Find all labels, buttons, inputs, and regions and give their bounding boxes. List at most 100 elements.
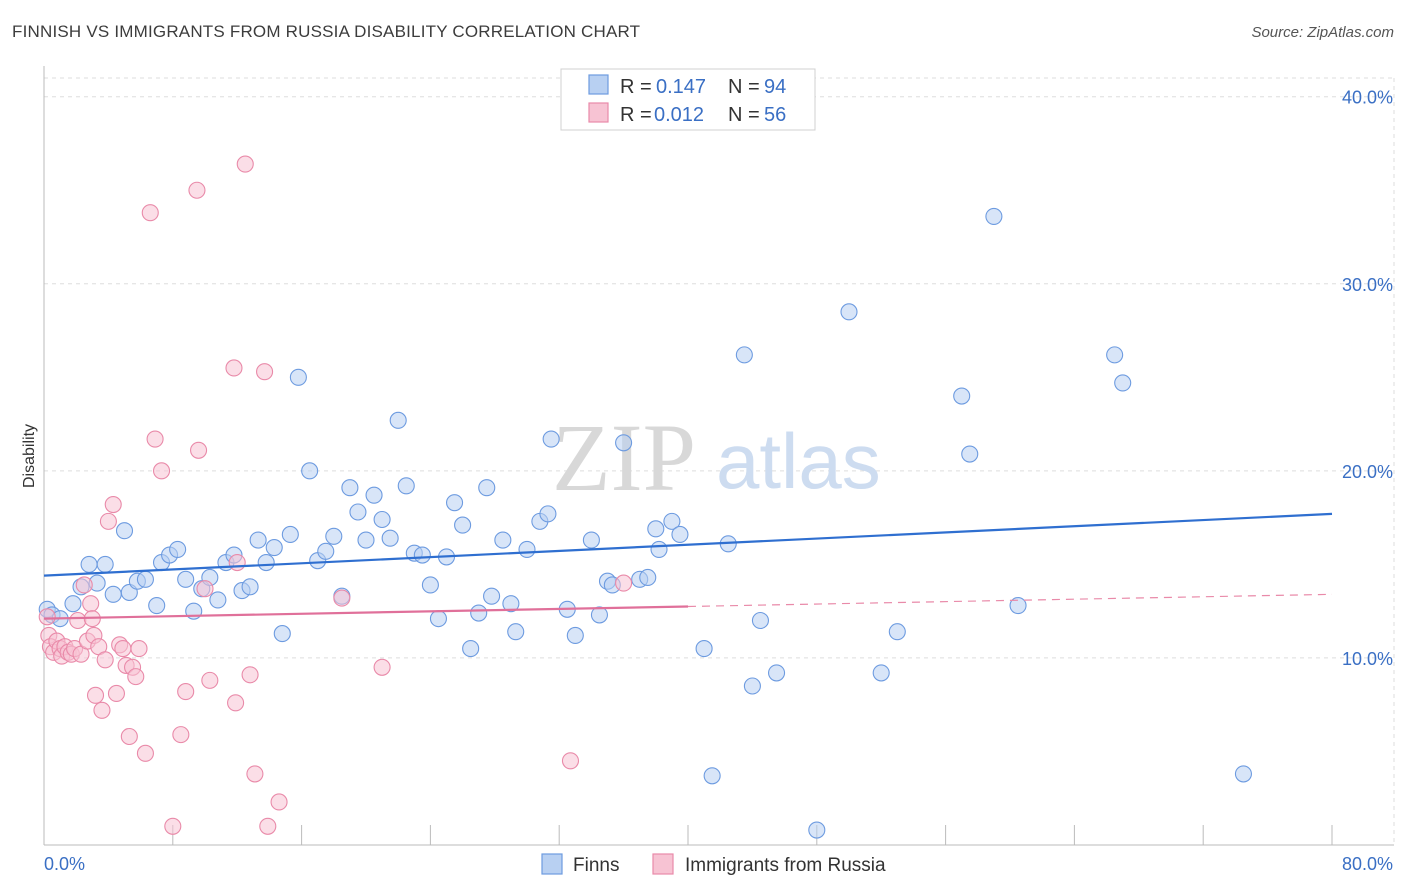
- data-point: [201, 671, 219, 689]
- data-point: [256, 363, 274, 381]
- data-point: [104, 585, 122, 603]
- data-point: [751, 611, 770, 630]
- data-point: [650, 540, 668, 558]
- y-axis-label: Disability: [21, 424, 38, 488]
- watermark: ZIP atlas: [552, 404, 881, 511]
- data-point: [169, 540, 187, 558]
- trend-line-finns: [43, 512, 1333, 577]
- data-point: [566, 626, 584, 645]
- data-point: [289, 368, 307, 386]
- data-point: [96, 651, 114, 669]
- data-point: [840, 303, 858, 321]
- data-point: [164, 817, 182, 835]
- data-point: [808, 821, 826, 839]
- y-tick-label: 20.0%: [1342, 462, 1393, 482]
- data-point: [82, 595, 100, 613]
- data-point: [69, 611, 87, 630]
- data-point: [663, 512, 681, 530]
- data-point: [190, 441, 208, 459]
- data-point: [703, 767, 721, 785]
- chart-source: Source: ZipAtlas.com: [1251, 24, 1394, 41]
- data-point: [136, 570, 154, 588]
- data-point: [93, 701, 111, 719]
- data-point: [75, 576, 93, 594]
- bottom-legend-swatch-russia: [652, 853, 674, 875]
- data-point: [429, 610, 448, 628]
- data-point: [148, 596, 166, 615]
- data-point: [152, 462, 171, 480]
- data-point: [1114, 374, 1132, 392]
- data-point: [259, 817, 277, 835]
- data-point: [953, 387, 971, 405]
- data-point: [494, 531, 512, 549]
- data-point: [647, 520, 665, 538]
- data-point: [136, 744, 154, 762]
- data-point: [365, 486, 383, 504]
- trend-lines: [43, 512, 1333, 620]
- data-point: [470, 604, 488, 622]
- data-point: [115, 522, 134, 540]
- legend-r-value-russia: 0.012: [654, 104, 704, 126]
- data-point: [518, 540, 536, 558]
- y-tick-label: 10.0%: [1342, 649, 1393, 669]
- data-point: [695, 640, 713, 658]
- data-point: [265, 539, 283, 557]
- data-point: [301, 462, 319, 480]
- data-point: [872, 664, 890, 682]
- x-tick-label-min: 0.0%: [44, 854, 85, 874]
- data-point: [582, 531, 600, 549]
- data-point: [671, 525, 689, 544]
- data-point: [107, 684, 125, 703]
- data-point: [413, 546, 431, 564]
- data-point: [341, 479, 359, 497]
- data-point: [241, 578, 259, 596]
- x-tick-label-max: 80.0%: [1342, 854, 1393, 874]
- bottom-legend-label-russia: Immigrants from Russia: [685, 855, 886, 876]
- data-point: [421, 576, 439, 594]
- data-point: [281, 525, 299, 544]
- data-point: [249, 531, 267, 549]
- data-point: [502, 595, 520, 613]
- data-point: [333, 589, 351, 607]
- data-point: [961, 445, 979, 463]
- data-point: [888, 623, 906, 641]
- data-point: [478, 479, 496, 497]
- data-point: [542, 430, 560, 448]
- y-tick-label: 30.0%: [1342, 275, 1393, 295]
- watermark-atlas: atlas: [716, 417, 881, 505]
- data-point: [38, 608, 56, 626]
- data-point: [349, 503, 367, 521]
- data-point: [241, 666, 259, 684]
- data-point: [273, 625, 291, 643]
- data-point: [227, 694, 245, 712]
- trend-line-russia-extension: [687, 593, 1333, 608]
- data-point: [80, 555, 98, 573]
- data-point: [270, 793, 288, 811]
- data-point: [454, 516, 472, 534]
- tick-labels: 10.0% 20.0% 30.0% 40.0% 0.0% 80.0%: [44, 88, 1393, 874]
- bottom-legend-swatch-finns: [541, 853, 563, 875]
- data-point: [246, 765, 264, 783]
- data-point: [462, 640, 480, 658]
- data-point: [735, 346, 753, 364]
- y-tick-label: 40.0%: [1342, 88, 1393, 108]
- data-points: [38, 155, 1252, 839]
- data-point: [381, 529, 399, 547]
- data-point: [317, 542, 335, 560]
- data-point: [507, 623, 525, 641]
- legend-n-value-finns: 94: [764, 76, 786, 98]
- data-point: [64, 595, 82, 613]
- legend-swatch-russia: [588, 102, 609, 123]
- legend-top: R = 0.147 N = 94 R = 0.012 N = 56: [560, 68, 816, 131]
- legend-r-value-finns: 0.147: [656, 76, 706, 98]
- data-point: [225, 359, 243, 377]
- data-point: [172, 726, 190, 744]
- data-point: [615, 434, 633, 452]
- data-point: [177, 683, 195, 701]
- watermark-zip: ZIP: [552, 404, 696, 511]
- legend-r-label-finns: R =: [620, 76, 652, 98]
- data-point: [1009, 596, 1027, 615]
- data-point: [639, 568, 657, 587]
- data-point: [86, 686, 105, 704]
